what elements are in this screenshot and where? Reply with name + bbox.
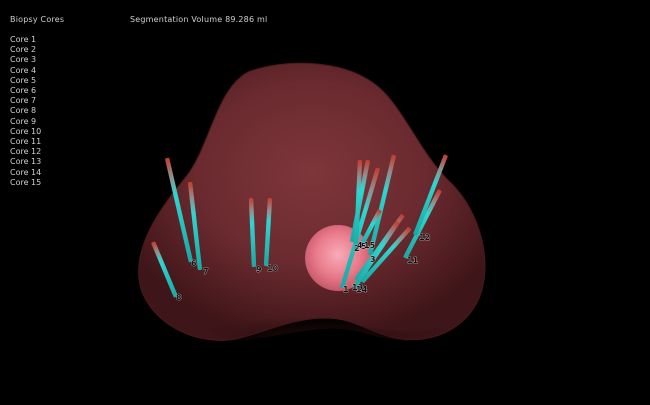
needle-marker-label: 8: [176, 293, 182, 302]
core-list-item[interactable]: Core 3: [10, 55, 37, 65]
core-list-item[interactable]: Core 12: [10, 147, 42, 157]
biopsy-needle[interactable]: [263, 197, 273, 267]
core-list-item[interactable]: Core 9: [10, 116, 37, 126]
segmentation-volume-label: Segmentation Volume 89.286 ml: [130, 15, 268, 24]
biopsy-needle[interactable]: [352, 221, 400, 289]
core-list-item[interactable]: Core 13: [10, 157, 42, 167]
core-list-item[interactable]: Core 1: [10, 35, 37, 44]
core-list-item[interactable]: Core 6: [10, 86, 37, 96]
biopsy-needle[interactable]: [413, 154, 448, 236]
core-list-item[interactable]: Core 2: [10, 45, 37, 55]
needle-marker-label: 5: [361, 242, 367, 251]
core-list-item[interactable]: Core 10: [10, 126, 42, 136]
core-list-item[interactable]: Core 8: [10, 106, 37, 116]
biopsy-needle[interactable]: [248, 197, 257, 268]
core-list-item[interactable]: Core 11: [10, 137, 42, 147]
needle-marker-label: 10: [267, 264, 279, 273]
core-list-item[interactable]: Core 4: [10, 65, 37, 75]
needle-marker-label: 3: [370, 255, 376, 264]
core-list-item[interactable]: Core 5: [10, 75, 37, 85]
biopsy-needle[interactable]: [358, 209, 382, 249]
biopsy-needle[interactable]: [187, 181, 203, 271]
needle-marker-label: 7: [203, 267, 209, 276]
core-list-item[interactable]: Core 15: [10, 177, 42, 187]
needle-marker-label: 15: [364, 241, 376, 250]
core-list-item[interactable]: Core 7: [10, 96, 37, 106]
needle-marker-label: 12: [419, 233, 430, 242]
needle-marker-label: 1: [343, 285, 349, 294]
core-list: Core 1 Core 2 Core 3 Core 4 Core 5 Core …: [10, 35, 41, 188]
needle-marker-label: 4: [357, 241, 363, 250]
biopsy-needle[interactable]: [151, 241, 178, 298]
biopsy-needle[interactable]: [165, 157, 193, 263]
needle-marker-label: 2: [354, 244, 360, 253]
biopsy-needle[interactable]: [360, 227, 412, 284]
core-list-item[interactable]: Core 14: [10, 167, 42, 177]
needle-marker-label: 6: [191, 259, 197, 268]
biopsy-needle[interactable]: [368, 154, 396, 256]
needle-marker-label: 9: [256, 265, 262, 274]
needle-marker-label: 14: [356, 285, 368, 294]
panel-title: Biopsy Cores: [10, 15, 65, 24]
biopsy-needle[interactable]: [340, 167, 380, 289]
biopsy-needle[interactable]: [353, 159, 363, 251]
needle-marker-label: 13: [352, 283, 363, 292]
biopsy-needle[interactable]: [403, 189, 442, 259]
needle-marker-label: 11: [407, 256, 419, 265]
